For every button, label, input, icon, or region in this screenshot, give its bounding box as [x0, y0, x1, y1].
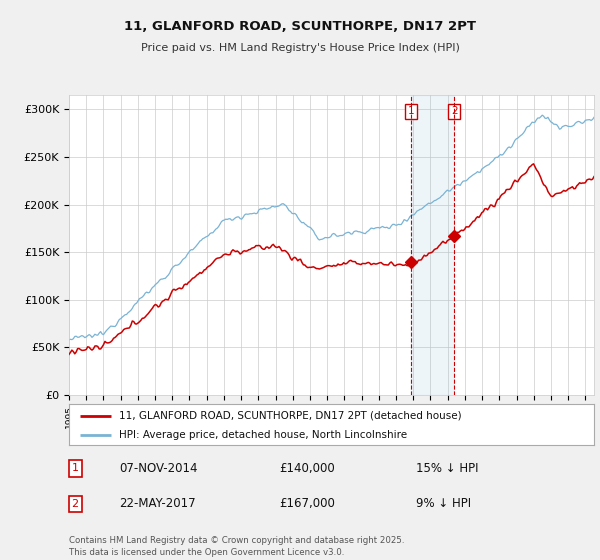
Text: 9% ↓ HPI: 9% ↓ HPI — [415, 497, 470, 510]
Text: 11, GLANFORD ROAD, SCUNTHORPE, DN17 2PT: 11, GLANFORD ROAD, SCUNTHORPE, DN17 2PT — [124, 20, 476, 32]
Text: £140,000: £140,000 — [279, 462, 335, 475]
Text: Contains HM Land Registry data © Crown copyright and database right 2025.
This d: Contains HM Land Registry data © Crown c… — [69, 536, 404, 557]
Text: HPI: Average price, detached house, North Lincolnshire: HPI: Average price, detached house, Nort… — [119, 430, 407, 440]
Text: 15% ↓ HPI: 15% ↓ HPI — [415, 462, 478, 475]
Text: 11, GLANFORD ROAD, SCUNTHORPE, DN17 2PT (detached house): 11, GLANFORD ROAD, SCUNTHORPE, DN17 2PT … — [119, 411, 461, 421]
Text: £167,000: £167,000 — [279, 497, 335, 510]
Text: 2: 2 — [71, 499, 79, 509]
Text: 1: 1 — [71, 464, 79, 473]
Text: 22-MAY-2017: 22-MAY-2017 — [119, 497, 196, 510]
Text: 07-NOV-2014: 07-NOV-2014 — [119, 462, 197, 475]
Text: Price paid vs. HM Land Registry's House Price Index (HPI): Price paid vs. HM Land Registry's House … — [140, 43, 460, 53]
Text: 1: 1 — [407, 106, 414, 116]
Bar — [410, 95, 454, 395]
Text: 2: 2 — [451, 106, 458, 116]
